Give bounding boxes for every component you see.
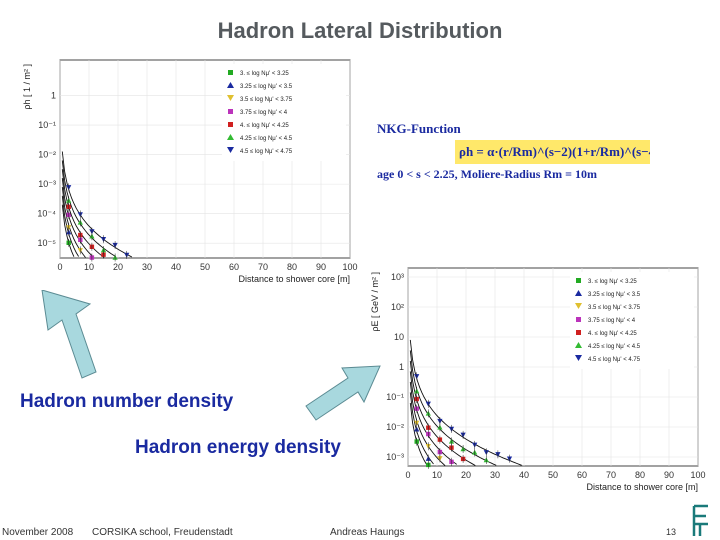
fit-curve xyxy=(61,204,75,257)
legend-entry: 4.5 ≤ log Nμ' < 4.75 xyxy=(240,149,293,155)
fit-curve xyxy=(409,371,457,465)
y-tick-label: 10⁻² xyxy=(38,150,56,160)
legend-entry: 3.5 ≤ log Nμ' < 3.75 xyxy=(240,97,293,103)
legend-marker xyxy=(575,290,582,296)
nkg-formula: ρh = α·(r/Rm)^(s−2)(1+r/Rm)^(s−4.5) xyxy=(455,140,650,164)
x-axis-label: Distance to shower core [m] xyxy=(586,482,698,492)
x-tick-label: 20 xyxy=(461,470,471,480)
diagonal-arrow-icon xyxy=(305,365,381,421)
x-tick-label: 100 xyxy=(342,262,357,272)
y-tick-label: 10³ xyxy=(391,272,404,282)
fit-curve xyxy=(61,178,93,257)
legend-marker xyxy=(576,278,581,283)
fit-curve xyxy=(409,402,427,465)
legend-entry: 4.25 ≤ log Nμ' < 4.5 xyxy=(240,136,293,142)
x-tick-label: 70 xyxy=(258,262,268,272)
fit-curve xyxy=(409,350,497,466)
y-tick-label: 10² xyxy=(391,302,404,312)
legend-marker xyxy=(576,330,581,335)
up-arrow-icon xyxy=(41,290,97,379)
x-axis-label: Distance to shower core [m] xyxy=(238,274,350,284)
legend-marker xyxy=(227,147,234,153)
fit-curve xyxy=(61,160,116,257)
x-tick-label: 80 xyxy=(635,470,645,480)
hadron-energy-density-chart: 0 10 20 30 40 50 60 70 80 90 100 10³ 10² 10 1 10⁻¹ 10⁻² 1… xyxy=(362,258,712,500)
page-number: 13 xyxy=(666,527,677,537)
x-tick-label: 100 xyxy=(690,470,705,480)
hadron-number-density-chart: 0 10 20 30 40 50 60 70 80 90 100 1 10⁻¹ 10⁻² 10⁻³ 10⁻⁴ 1… xyxy=(8,48,358,290)
x-tick-label: 50 xyxy=(200,262,210,272)
y-axis-label: ρE [ GeV / m² ] xyxy=(370,272,380,332)
legend-marker xyxy=(227,95,234,101)
y-tick-label: 10⁻¹ xyxy=(38,120,56,130)
legend-box xyxy=(570,272,694,369)
x-tick-label: 70 xyxy=(606,470,616,480)
hadron-number-density-caption: Hadron number density xyxy=(20,391,234,412)
x-tick-label: 30 xyxy=(490,470,500,480)
y-tick-label: 10⁻³ xyxy=(38,179,56,189)
x-tick-label: 60 xyxy=(229,262,239,272)
legend-marker xyxy=(228,122,233,127)
x-tick-label: 30 xyxy=(142,262,152,272)
footer-school: CORSIKA school, Freudenstadt xyxy=(92,527,233,538)
legend-entry: 3. ≤ log Nμ' < 3.25 xyxy=(588,279,637,285)
hadron-energy-density-caption: Hadron energy density xyxy=(135,437,341,458)
legend-entry: 3.5 ≤ log Nμ' < 3.75 xyxy=(588,305,641,311)
legend-marker xyxy=(228,109,233,114)
legend-entry: 4. ≤ log Nμ' < 4.25 xyxy=(588,331,637,337)
y-tick-label: 1 xyxy=(399,362,404,372)
legend-entry: 4.5 ≤ log Nμ' < 4.75 xyxy=(588,357,641,363)
x-tick-label: 80 xyxy=(287,262,297,272)
footer-author: Andreas Haungs xyxy=(330,527,405,538)
legend-entry: 3.75 ≤ log Nμ' < 4 xyxy=(588,318,636,324)
x-tick-label: 20 xyxy=(113,262,123,272)
legend-marker xyxy=(227,82,234,88)
legend-entry: 3. ≤ log Nμ' < 3.25 xyxy=(240,71,289,77)
y-tick-label: 10⁻⁴ xyxy=(37,209,56,219)
y-tick-label: 10⁻¹ xyxy=(386,392,404,402)
legend-entry: 3.75 ≤ log Nμ' < 4 xyxy=(240,110,288,116)
page-title: Hadron Lateral Distribution xyxy=(217,18,503,43)
legend-box xyxy=(222,64,346,161)
legend-entry: 3.25 ≤ log Nμ' < 3.5 xyxy=(240,84,293,90)
legend-marker xyxy=(575,355,582,361)
y-tick-label: 10⁻³ xyxy=(386,452,404,462)
y-tick-label: 1 xyxy=(51,90,56,100)
y-tick-label: 10⁻⁵ xyxy=(38,238,57,248)
x-tick-label: 0 xyxy=(405,470,410,480)
x-tick-label: 40 xyxy=(519,470,529,480)
x-tick-label: 50 xyxy=(548,470,558,480)
logo-icon xyxy=(692,504,708,536)
fit-curve xyxy=(61,151,133,258)
fit-curve xyxy=(61,169,105,258)
legend-marker xyxy=(575,342,582,348)
legend-marker xyxy=(228,70,233,75)
legend-entry: 4.25 ≤ log Nμ' < 4.5 xyxy=(588,344,641,350)
y-axis-label: ρh [ 1 / m² ] xyxy=(22,64,32,110)
legend-marker xyxy=(227,134,234,140)
legend-marker xyxy=(576,317,581,322)
legend-entry: 4. ≤ log Nμ' < 4.25 xyxy=(240,123,289,129)
fit-curve xyxy=(61,186,86,258)
age-moliere-line: age 0 < s < 2.25, Moliere-Radius Rm = 10… xyxy=(377,167,597,181)
x-tick-label: 90 xyxy=(664,470,674,480)
y-tick-label: 10⁻² xyxy=(386,422,404,432)
legend-marker xyxy=(575,303,582,309)
x-tick-label: 60 xyxy=(577,470,587,480)
x-tick-label: 40 xyxy=(171,262,181,272)
footer-date: November 2008 xyxy=(2,527,74,538)
x-tick-label: 0 xyxy=(57,262,62,272)
x-tick-label: 90 xyxy=(316,262,326,272)
x-tick-label: 10 xyxy=(432,470,442,480)
x-tick-label: 10 xyxy=(84,262,94,272)
y-tick-label: 10 xyxy=(394,332,404,342)
legend-entry: 3.25 ≤ log Nμ' < 3.5 xyxy=(588,292,641,298)
fit-curve xyxy=(61,195,79,257)
nkg-function-title: NKG-Function xyxy=(377,121,461,136)
